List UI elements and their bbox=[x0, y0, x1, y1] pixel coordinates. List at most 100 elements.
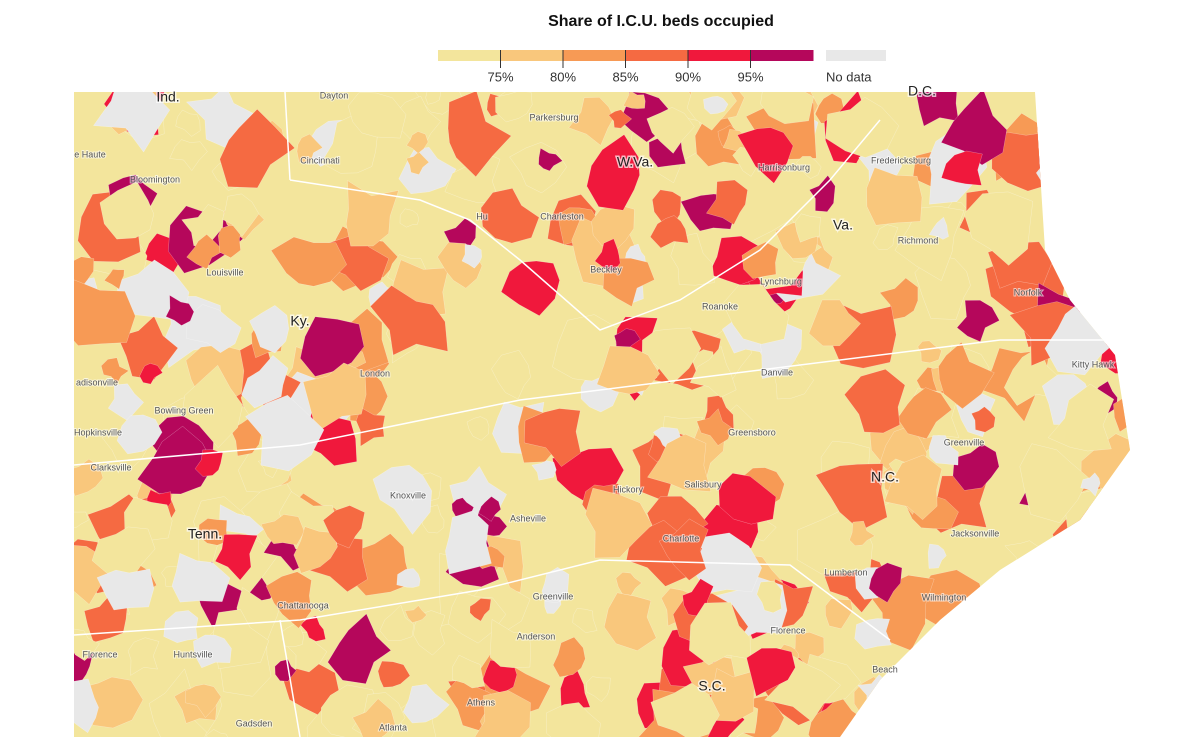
region bbox=[989, 646, 1030, 677]
region bbox=[193, 634, 232, 669]
city-label: Jacksonville bbox=[951, 528, 1000, 538]
region bbox=[214, 534, 258, 581]
city-label: Charlotte bbox=[663, 533, 700, 543]
region bbox=[849, 520, 876, 547]
region bbox=[927, 543, 947, 569]
region bbox=[1013, 617, 1058, 658]
region bbox=[615, 571, 643, 596]
region bbox=[741, 241, 779, 279]
region bbox=[585, 676, 611, 702]
region bbox=[594, 238, 621, 272]
region bbox=[956, 299, 1000, 342]
city-label: Florence bbox=[82, 649, 117, 659]
region bbox=[406, 151, 430, 175]
region bbox=[916, 690, 990, 737]
region bbox=[568, 97, 615, 146]
city-label: Greenville bbox=[533, 591, 574, 601]
region bbox=[299, 615, 326, 642]
region bbox=[222, 193, 260, 237]
region bbox=[181, 364, 243, 448]
region bbox=[1106, 480, 1130, 528]
city-label: Anderson bbox=[517, 631, 556, 641]
border bbox=[74, 339, 1120, 466]
city-label: Florence bbox=[770, 625, 805, 635]
region bbox=[327, 613, 392, 685]
city-label: Huntsville bbox=[173, 649, 212, 659]
region bbox=[966, 700, 1006, 737]
region bbox=[478, 496, 502, 522]
region bbox=[760, 92, 814, 125]
region bbox=[406, 131, 429, 154]
region bbox=[938, 341, 995, 409]
city-label: Charleston bbox=[540, 211, 584, 221]
legend-tick-label: 75% bbox=[487, 69, 513, 84]
state-label: D.C. bbox=[908, 83, 936, 99]
border bbox=[74, 559, 891, 641]
region bbox=[764, 651, 841, 722]
region bbox=[1038, 117, 1067, 147]
region bbox=[1019, 443, 1090, 523]
region bbox=[270, 236, 347, 287]
city-label: Louisville bbox=[206, 267, 243, 277]
legend: 75% 80% 85% 90% 95% No data bbox=[438, 50, 886, 84]
city-label: Athens bbox=[467, 697, 496, 707]
city-label: Cincinnati bbox=[300, 155, 340, 165]
region bbox=[1080, 472, 1101, 497]
city-label: Atlanta bbox=[379, 722, 407, 732]
region bbox=[404, 605, 427, 623]
state-label: Tenn. bbox=[188, 526, 222, 542]
city-label: Bloomington bbox=[130, 174, 180, 184]
region bbox=[466, 416, 490, 441]
city-label: Hickory bbox=[613, 484, 644, 494]
city-label: Bowling Green bbox=[154, 405, 213, 415]
region bbox=[1037, 110, 1060, 130]
city-label: e Haute bbox=[74, 149, 106, 159]
region bbox=[650, 682, 720, 737]
region bbox=[198, 518, 228, 546]
region bbox=[586, 134, 640, 211]
state-label: Va. bbox=[833, 217, 853, 233]
region bbox=[647, 433, 712, 492]
region bbox=[260, 514, 305, 546]
region bbox=[1037, 550, 1059, 572]
state-label: Ind. bbox=[156, 89, 179, 105]
city-label: Asheville bbox=[510, 513, 546, 523]
region bbox=[491, 350, 531, 400]
city-label: Beach bbox=[872, 664, 898, 674]
region bbox=[928, 709, 969, 737]
region bbox=[552, 636, 586, 678]
region bbox=[868, 562, 903, 603]
region bbox=[296, 133, 323, 164]
region bbox=[127, 637, 160, 676]
region bbox=[100, 357, 130, 385]
city-label: Wilmington bbox=[922, 592, 967, 602]
region bbox=[219, 108, 296, 189]
region bbox=[703, 95, 729, 115]
region bbox=[347, 92, 407, 139]
region bbox=[103, 269, 125, 290]
region bbox=[447, 92, 512, 177]
border bbox=[279, 619, 301, 737]
city-label: Kitty Hawk bbox=[1072, 359, 1115, 369]
city-label: Knoxville bbox=[390, 490, 426, 500]
region bbox=[116, 414, 163, 455]
region bbox=[396, 568, 421, 588]
region bbox=[322, 505, 365, 549]
city-label: Beckley bbox=[590, 264, 622, 274]
region bbox=[1035, 154, 1105, 207]
region bbox=[74, 279, 136, 346]
region bbox=[844, 368, 906, 434]
region bbox=[689, 345, 737, 398]
region bbox=[872, 224, 899, 250]
legend-tick-label: 95% bbox=[737, 69, 763, 84]
region bbox=[650, 215, 689, 249]
region bbox=[96, 568, 155, 611]
city-label: Fredericksburg bbox=[871, 155, 931, 165]
region bbox=[352, 698, 396, 737]
region bbox=[93, 92, 171, 153]
region bbox=[646, 107, 695, 154]
state-label: N.C. bbox=[871, 469, 899, 485]
legend-tick-label: 80% bbox=[550, 69, 576, 84]
city-label: adisonville bbox=[76, 377, 118, 387]
region bbox=[1047, 383, 1115, 452]
